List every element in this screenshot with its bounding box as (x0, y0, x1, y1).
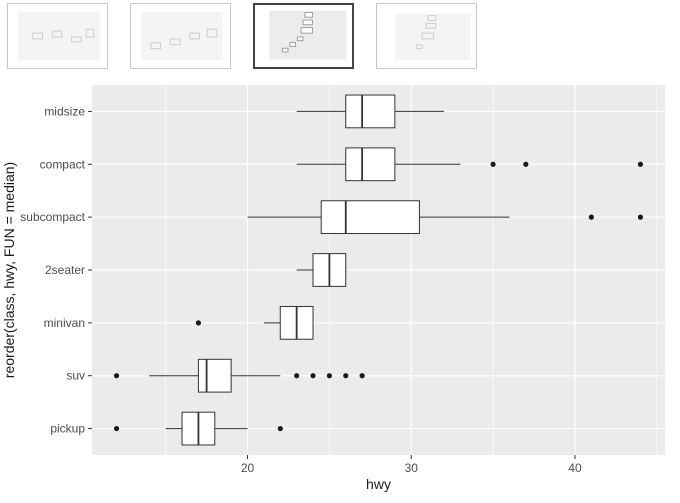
outlier-point (195, 320, 202, 326)
y-tick-label: minivan (44, 316, 85, 330)
thumbnail-preview-1 (18, 11, 100, 61)
plot-thumbnail-1[interactable] (7, 3, 108, 69)
plot-thumbnail-2[interactable] (130, 3, 231, 69)
outlier-point (588, 214, 594, 220)
y-axis-title: reorder(class, hwy, FUN = median) (1, 162, 17, 378)
box-2seater (296, 253, 347, 287)
outlier-point (490, 161, 496, 167)
boxplot-series (113, 94, 644, 446)
y-tick-label: suv (66, 369, 85, 383)
y-axis: midsize compact subcompact 2seater minivan su… (20, 104, 92, 436)
y-tick-label: 2seater (45, 263, 85, 277)
box-suv (113, 358, 365, 393)
x-axis: 20 30 40 (241, 455, 582, 475)
outlier-point (637, 214, 644, 220)
outlier-point (523, 161, 529, 167)
thumbnail-preview-3 (269, 10, 347, 60)
x-tick-label: 30 (405, 461, 419, 475)
thumbnail-preview-2 (141, 11, 223, 61)
y-tick-label: pickup (50, 422, 85, 436)
box-iqr (345, 147, 396, 182)
box-minivan (195, 305, 314, 340)
x-tick-label: 20 (241, 461, 255, 475)
plot-thumbnail-4[interactable] (376, 3, 477, 69)
outlier-point (113, 373, 120, 379)
boxplot-chart: midsize compact subcompact 2seater minivan su… (1, 85, 665, 492)
x-tick-label: 40 (568, 461, 582, 475)
box-pickup (113, 411, 283, 446)
outlier-point (113, 425, 120, 432)
outlier-point (359, 373, 365, 379)
x-axis-title: hwy (366, 476, 391, 492)
box-iqr (345, 94, 396, 129)
box-iqr (320, 200, 420, 235)
outlier-point (637, 161, 644, 167)
plot-thumbnail-3[interactable] (253, 3, 354, 69)
outlier-point (326, 373, 332, 379)
outlier-point (310, 373, 316, 379)
box-iqr (197, 358, 232, 393)
box-subcompact (247, 200, 644, 235)
y-tick-label: compact (40, 157, 86, 171)
plot-history-strip (0, 0, 680, 76)
y-tick-label: subcompact (20, 210, 85, 224)
outlier-point (277, 425, 283, 432)
box-midsize (296, 94, 444, 129)
thumbnail-preview-4 (394, 13, 471, 61)
outlier-point (294, 373, 300, 379)
y-tick-label: midsize (44, 104, 85, 118)
box-compact (296, 147, 644, 182)
outlier-point (343, 373, 349, 379)
